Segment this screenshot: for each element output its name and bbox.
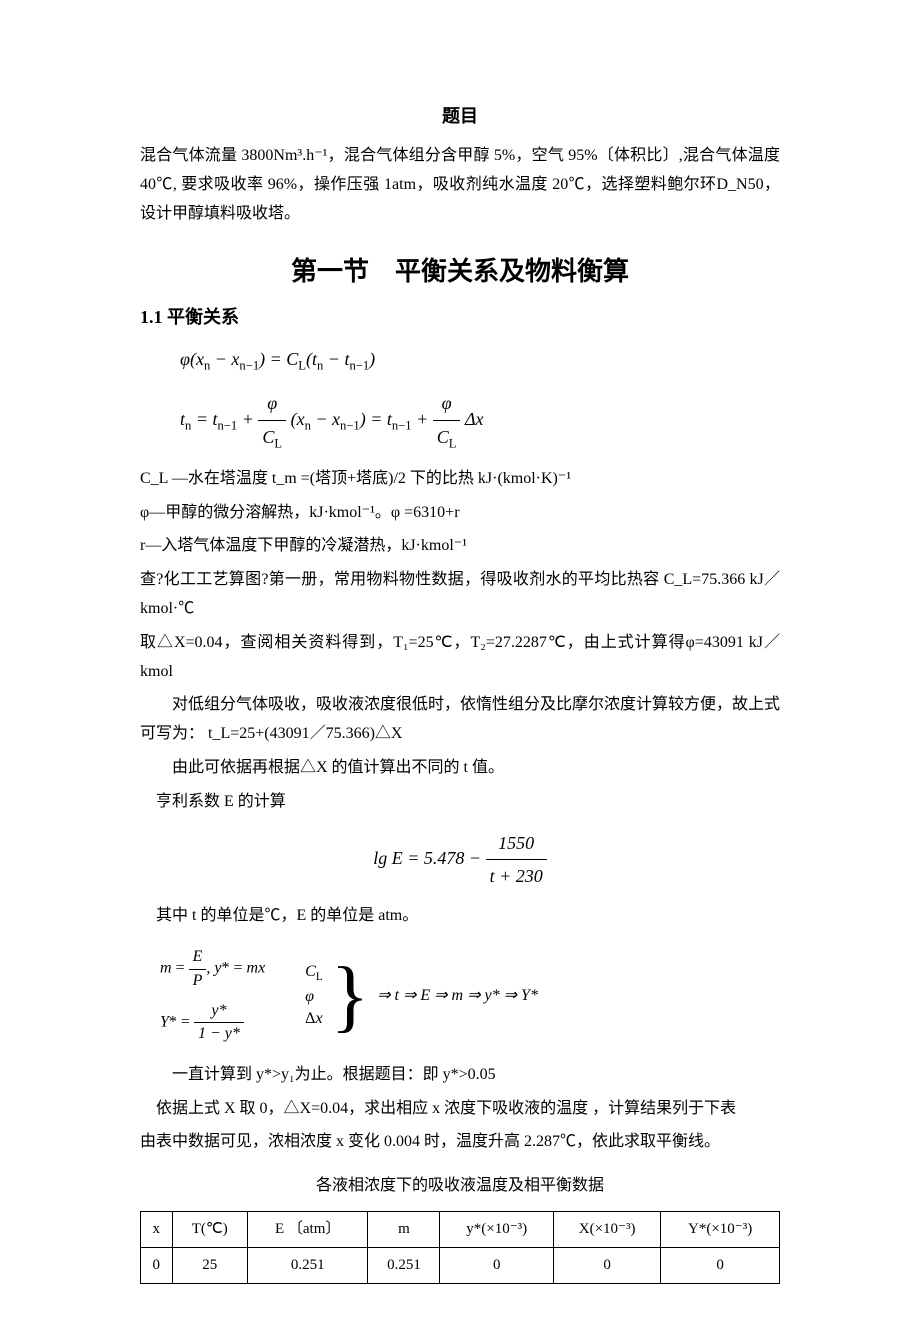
subsection-1-1: 1.1 平衡关系 xyxy=(140,301,780,333)
cell-x: 0 xyxy=(141,1247,173,1283)
section-1-title: 第一节 平衡关系及物料衡算 xyxy=(140,249,780,296)
cl-definition: C_L —水在塔温度 t_m =(塔顶+塔底)/2 下的比热 kJ·(kmol·… xyxy=(140,465,780,494)
col-m: m xyxy=(368,1211,440,1247)
col-X: X(×10⁻³) xyxy=(554,1211,661,1247)
para-henry: 亨利系数 E 的计算 xyxy=(140,788,780,817)
phi-definition: φ—甲醇的微分溶解热，kJ·kmol⁻¹。φ =6310+r xyxy=(140,499,780,528)
para-units: 其中 t 的单位是℃，E 的单位是 atm。 xyxy=(140,902,780,931)
col-Ystar: Y*(×10⁻³) xyxy=(661,1211,780,1247)
doc-title: 题目 xyxy=(140,100,780,132)
col-ystar: y*(×10⁻³) xyxy=(440,1211,554,1247)
cell-T: 25 xyxy=(172,1247,247,1283)
formula-phi-eq: φ(xn − xn−1) = CL(tn − tn−1) xyxy=(180,343,780,377)
col-x: x xyxy=(141,1211,173,1247)
para-until: 一直计算到 y*>y₁为止。根据题目：即 y*>0.05 xyxy=(140,1061,780,1090)
problem-statement: 混合气体流量 3800Nm³.h⁻¹，混合气体组分含甲醇 5%，空气 95%〔体… xyxy=(140,142,780,228)
formula-lgE: lg E = 5.478 − 1550t + 230 xyxy=(140,827,780,893)
table-caption: 各液相浓度下的吸收液温度及相平衡数据 xyxy=(140,1172,780,1201)
para-calc-table: 依据上式 X 取 0，△X=0.04，求出相应 x 浓度下吸收液的温度 ，计算结… xyxy=(140,1095,780,1124)
cell-X: 0 xyxy=(554,1247,661,1283)
formula-m-Y-block: m = EP, y* = mx Y* = y*1 − y* CL φ Δx } … xyxy=(160,946,538,1046)
col-E: E 〔atm〕 xyxy=(247,1211,368,1247)
para-t-calc: 由此可依据再根据△X 的值计算出不同的 t 值。 xyxy=(140,754,780,783)
cell-Ystar: 0 xyxy=(661,1247,780,1283)
para-cl-value: 查?化工工艺算图?第一册，常用物料物性数据，得吸收剂水的平均比热容 C_L=75… xyxy=(140,566,780,624)
r-definition: r—入塔气体温度下甲醇的冷凝潜热，kJ·kmol⁻¹ xyxy=(140,532,780,561)
table-row: 0 25 0.251 0.251 0 0 0 xyxy=(141,1247,780,1283)
cell-m: 0.251 xyxy=(368,1247,440,1283)
equilibrium-table: x T(℃) E 〔atm〕 m y*(×10⁻³) X(×10⁻³) Y*(×… xyxy=(140,1211,780,1284)
table-header-row: x T(℃) E 〔atm〕 m y*(×10⁻³) X(×10⁻³) Y*(×… xyxy=(141,1211,780,1247)
para-deltax: 取△X=0.04，查阅相关资料得到，T₁=25℃，T₂=27.2287℃，由上式… xyxy=(140,629,780,687)
formula-tn: tn = tn−1 + φCL (xn − xn−1) = tn−1 + φCL… xyxy=(180,387,780,455)
cell-ystar: 0 xyxy=(440,1247,554,1283)
col-T: T(℃) xyxy=(172,1211,247,1247)
cell-E: 0.251 xyxy=(247,1247,368,1283)
para-low-conc: 对低组分气体吸收，吸收液浓度很低时，依惰性组分及比摩尔浓度计算较方便，故上式可写… xyxy=(140,691,780,749)
para-table-note: 由表中数据可见，浓相浓度 x 变化 0.004 时，温度升高 2.287℃，依此… xyxy=(140,1128,780,1157)
